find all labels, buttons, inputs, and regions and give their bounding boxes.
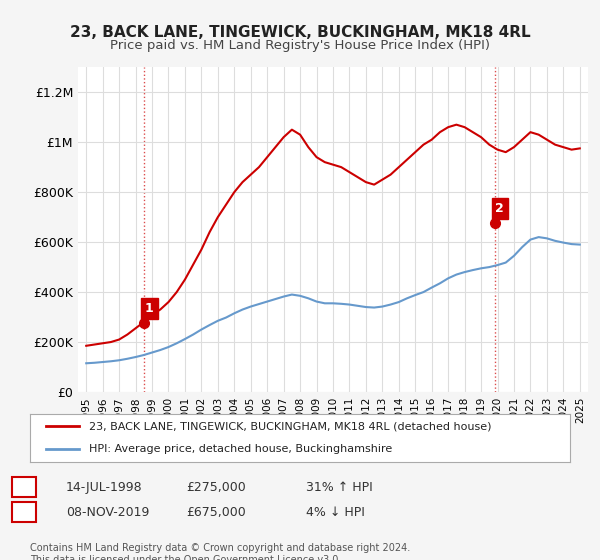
Text: £275,000: £275,000	[186, 480, 246, 494]
Text: 1: 1	[145, 302, 154, 315]
Text: 23, BACK LANE, TINGEWICK, BUCKINGHAM, MK18 4RL (detached house): 23, BACK LANE, TINGEWICK, BUCKINGHAM, MK…	[89, 421, 492, 431]
Text: 1: 1	[20, 480, 28, 494]
Text: £675,000: £675,000	[186, 506, 246, 519]
Text: HPI: Average price, detached house, Buckinghamshire: HPI: Average price, detached house, Buck…	[89, 444, 392, 454]
Text: 2: 2	[20, 506, 28, 519]
Text: 2: 2	[496, 202, 504, 215]
Text: 08-NOV-2019: 08-NOV-2019	[66, 506, 149, 519]
Text: Contains HM Land Registry data © Crown copyright and database right 2024.
This d: Contains HM Land Registry data © Crown c…	[30, 543, 410, 560]
Text: 4% ↓ HPI: 4% ↓ HPI	[306, 506, 365, 519]
Text: 14-JUL-1998: 14-JUL-1998	[66, 480, 143, 494]
Text: 31% ↑ HPI: 31% ↑ HPI	[306, 480, 373, 494]
Text: Price paid vs. HM Land Registry's House Price Index (HPI): Price paid vs. HM Land Registry's House …	[110, 39, 490, 52]
Text: 23, BACK LANE, TINGEWICK, BUCKINGHAM, MK18 4RL: 23, BACK LANE, TINGEWICK, BUCKINGHAM, MK…	[70, 25, 530, 40]
